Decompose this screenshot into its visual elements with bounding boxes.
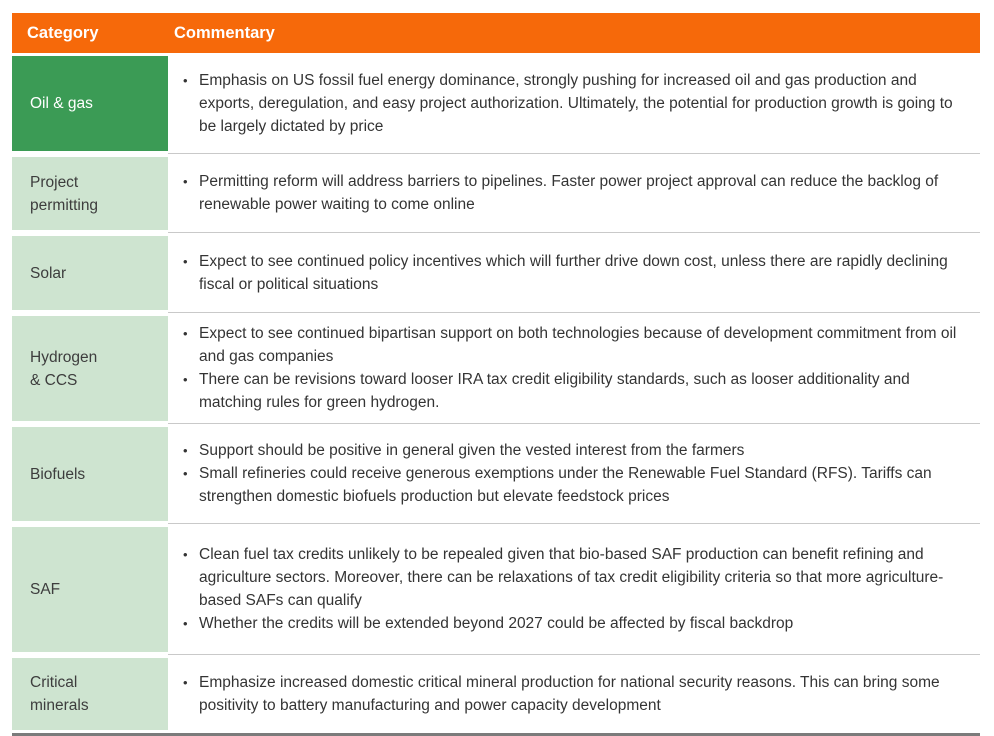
category-cell: Oil & gas — [12, 56, 168, 151]
commentary-table: Category Commentary Oil & gas Emphasis o… — [12, 13, 980, 736]
bullet-item: Whether the credits will be extended bey… — [182, 612, 966, 635]
bullet-list: Emphasis on US fossil fuel energy domina… — [182, 69, 966, 138]
bullet-list: Expect to see continued policy incentive… — [182, 250, 966, 296]
category-cell: Biofuels — [12, 427, 168, 521]
commentary-cell: Support should be positive in general gi… — [168, 424, 980, 524]
commentary-cell: Emphasis on US fossil fuel energy domina… — [168, 53, 980, 154]
table-row-hydrogen-ccs: Hydrogen & CCS Expect to see continued b… — [12, 313, 980, 424]
bullet-list: Support should be positive in general gi… — [182, 439, 966, 508]
category-cell: Solar — [12, 236, 168, 310]
category-cell: Project permitting — [12, 157, 168, 230]
table-row-solar: Solar Expect to see continued policy inc… — [12, 233, 980, 313]
category-cell: Critical minerals — [12, 658, 168, 730]
commentary-cell: Expect to see continued bipartisan suppo… — [168, 313, 980, 424]
bullet-list: Permitting reform will address barriers … — [182, 170, 966, 216]
bullet-item: Emphasis on US fossil fuel energy domina… — [182, 69, 966, 138]
bullet-list: Clean fuel tax credits unlikely to be re… — [182, 543, 966, 635]
bullet-item: Emphasize increased domestic critical mi… — [182, 671, 966, 717]
table-row-saf: SAF Clean fuel tax credits unlikely to b… — [12, 524, 980, 655]
table-row-oil-gas: Oil & gas Emphasis on US fossil fuel ene… — [12, 53, 980, 154]
table-row-critical-minerals: Critical minerals Emphasize increased do… — [12, 655, 980, 733]
bullet-item: Clean fuel tax credits unlikely to be re… — [182, 543, 966, 612]
commentary-cell: Emphasize increased domestic critical mi… — [168, 655, 980, 733]
category-cell: SAF — [12, 527, 168, 652]
bullet-item: Expect to see continued bipartisan suppo… — [182, 322, 966, 368]
bullet-item: Small refineries could receive generous … — [182, 462, 966, 508]
table-header-row: Category Commentary — [12, 13, 980, 53]
commentary-cell: Expect to see continued policy incentive… — [168, 233, 980, 313]
category-cell: Hydrogen & CCS — [12, 316, 168, 421]
bullet-list: Expect to see continued bipartisan suppo… — [182, 322, 966, 414]
category-column-header: Category — [27, 23, 99, 42]
bullet-item: Permitting reform will address barriers … — [182, 170, 966, 216]
bullet-item: Expect to see continued policy incentive… — [182, 250, 966, 296]
bullet-list: Emphasize increased domestic critical mi… — [182, 671, 966, 717]
bullet-item: Support should be positive in general gi… — [182, 439, 966, 462]
bullet-item: There can be revisions toward looser IRA… — [182, 368, 966, 414]
commentary-cell: Permitting reform will address barriers … — [168, 154, 980, 233]
commentary-cell: Clean fuel tax credits unlikely to be re… — [168, 524, 980, 655]
table-row-biofuels: Biofuels Support should be positive in g… — [12, 424, 980, 524]
commentary-column-header: Commentary — [174, 23, 275, 42]
table-row-project-permitting: Project permitting Permitting reform wil… — [12, 154, 980, 233]
